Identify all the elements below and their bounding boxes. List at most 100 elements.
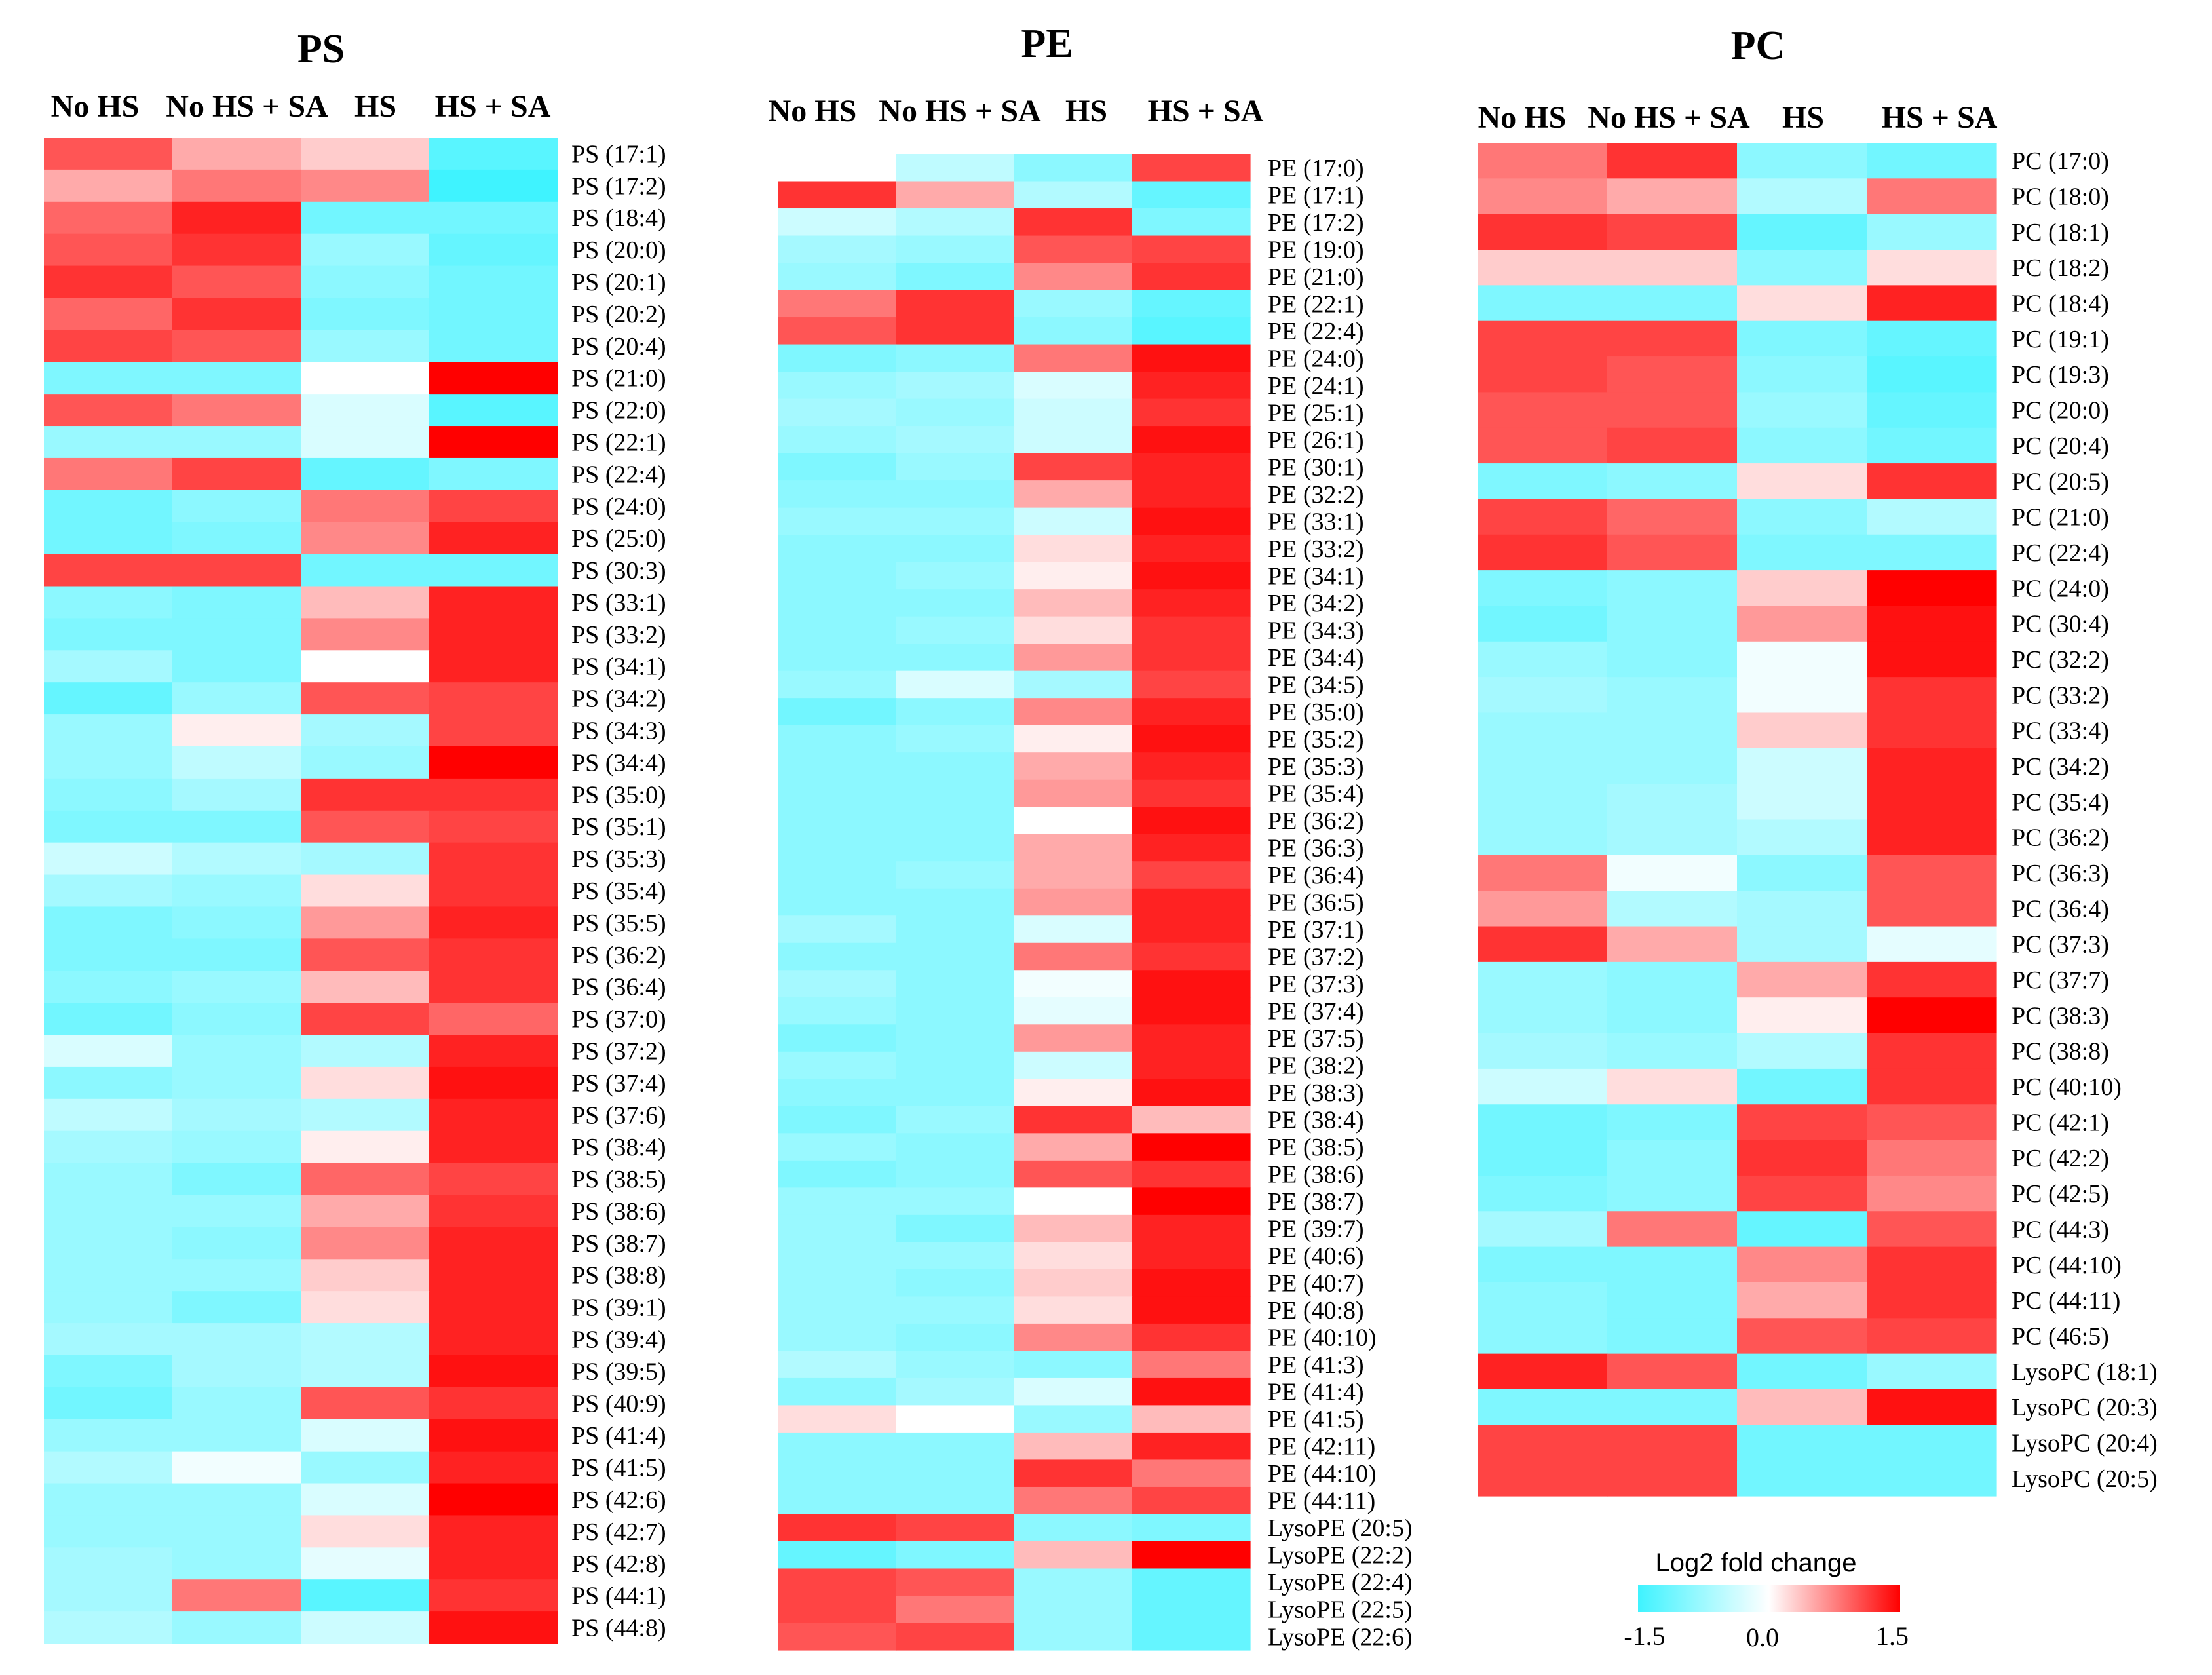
pe-heatmap-cell (778, 970, 897, 998)
pc-heatmap-cell (1607, 320, 1738, 357)
pe-heatmap-cell (1132, 1351, 1251, 1379)
pe-heatmap-cell (896, 779, 1015, 807)
pe-heatmap-cell (1014, 1405, 1133, 1433)
ps-heatmap-cell (44, 1579, 173, 1612)
pc-heatmap-cell (1478, 677, 1608, 714)
pc-row-label: PC (40:10) (2012, 1073, 2122, 1101)
pe-heatmap-cell (1014, 480, 1133, 509)
pc-heatmap-cell (1478, 926, 1608, 963)
pe-heatmap-cell (1132, 535, 1251, 563)
ps-heatmap-cell (429, 1611, 558, 1644)
pe-row-label: PE (30:1) (1268, 453, 1364, 481)
pc-heatmap-cell (1737, 641, 1867, 678)
pc-heatmap-cell (1478, 143, 1608, 179)
pc-row-label: PC (36:2) (2012, 824, 2109, 852)
ps-heatmap-cell (429, 650, 558, 683)
pe-heatmap-cell (1132, 426, 1251, 454)
ps-heatmap-cell (301, 362, 430, 395)
pe-heatmap-cell (1014, 807, 1133, 835)
pc-heatmap-cell (1607, 784, 1738, 820)
ps-heatmap-cell (172, 1066, 301, 1100)
pe-heatmap-cell (1132, 1623, 1251, 1651)
ps-heatmap-cell (172, 1130, 301, 1164)
pe-heatmap-cell (1014, 181, 1133, 209)
pe-heatmap-cell (1014, 1377, 1133, 1406)
ps-heatmap-cell (44, 1195, 173, 1227)
ps-heatmap-cell (44, 1291, 173, 1324)
pc-heatmap-cell (1607, 1282, 1738, 1319)
pe-heatmap-cell (1132, 1024, 1251, 1052)
ps-heatmap-cell (301, 233, 430, 267)
pe-heatmap-cell (778, 1242, 897, 1270)
ps-heatmap-cell (301, 618, 430, 651)
ps-heatmap-cell (429, 1419, 558, 1452)
ps-heatmap-cell (301, 1098, 430, 1132)
pc-heatmap-cell (1478, 961, 1608, 998)
ps-row-label: PS (22:0) (571, 397, 666, 425)
pc-heatmap-cell (1737, 1353, 1867, 1390)
pe-heatmap-cell (778, 290, 897, 318)
pc-heatmap-cell (1867, 1104, 1997, 1141)
ps-row-label: PS (20:2) (571, 301, 666, 328)
ps-heatmap-cell (172, 138, 301, 170)
ps-heatmap-cell (172, 201, 301, 235)
ps-heatmap-cell (301, 1291, 430, 1324)
pc-heatmap-cell (1737, 499, 1867, 535)
ps-heatmap-cell (44, 1451, 173, 1484)
pc-heatmap-cell (1478, 997, 1608, 1034)
pe-row-label: LysoPE (22:6) (1268, 1623, 1413, 1651)
ps-heatmap-cell (429, 971, 558, 1003)
pe-heatmap-cell (896, 1214, 1015, 1242)
ps-row-label: PS (36:4) (571, 974, 666, 1001)
pc-heatmap-cell (1737, 1425, 1867, 1461)
pc-row-label: PC (44:3) (2012, 1216, 2109, 1243)
ps-row-label: PS (39:1) (571, 1294, 666, 1322)
ps-heatmap-cell (172, 1547, 301, 1580)
pe-col-label-no-hs: No HS (769, 94, 857, 128)
pe-heatmap-cell (778, 1541, 897, 1569)
ps-row-label: PS (38:8) (571, 1262, 666, 1290)
pe-heatmap-cell (896, 317, 1015, 345)
pc-heatmap-cell (1478, 1140, 1608, 1176)
ps-heatmap-cell (172, 490, 301, 523)
ps-heatmap-cell (429, 1098, 558, 1132)
pe-heatmap-cell (778, 698, 897, 726)
pc-heatmap-cell (1867, 1282, 1997, 1319)
pe-heatmap-cell (778, 1214, 897, 1242)
pe-heatmap-cell (778, 1024, 897, 1052)
pe-heatmap-cell (1014, 589, 1133, 617)
pe-heatmap-cell (1132, 562, 1251, 590)
pe-heatmap-cell (896, 942, 1015, 971)
ps-heatmap-cell (172, 522, 301, 555)
pc-row-label: PC (35:4) (2012, 788, 2109, 816)
pe-heatmap-cell (1132, 1568, 1251, 1596)
pe-row-label: PE (40:10) (1268, 1324, 1377, 1352)
ps-heatmap-cell (172, 1195, 301, 1227)
pe-heatmap-cell (1014, 779, 1133, 807)
ps-heatmap-cell (429, 746, 558, 779)
pe-heatmap-cell (778, 181, 897, 209)
pe-row-label: PE (37:5) (1268, 1025, 1364, 1052)
pe-col-label-no-hs-sa: No HS + SA (879, 94, 1041, 128)
pe-row-label: PE (35:3) (1268, 753, 1364, 780)
pc-col-label-no-hs: No HS (1478, 100, 1567, 135)
pc-heatmap-cell (1607, 178, 1738, 215)
ps-heatmap-cell (429, 394, 558, 427)
pc-heatmap-cell (1867, 961, 1997, 998)
pe-heatmap-cell (896, 1242, 1015, 1270)
pc-heatmap-cell (1478, 784, 1608, 820)
pe-heatmap-cell (1014, 942, 1133, 971)
ps-row-label: PS (39:5) (571, 1358, 666, 1385)
pc-heatmap-cell (1867, 891, 1997, 927)
pc-heatmap-cell (1867, 1318, 1997, 1355)
pc-heatmap-cell (1478, 214, 1608, 250)
pc-heatmap-cell (1478, 1389, 1608, 1425)
pe-row-label: PE (34:4) (1268, 644, 1364, 672)
pc-heatmap-cell (1737, 961, 1867, 998)
pe-row-label: PE (34:2) (1268, 590, 1364, 617)
pe-heatmap-cell (896, 263, 1015, 291)
pc-heatmap-cell (1867, 1389, 1997, 1425)
pe-heatmap-cell (1132, 1595, 1251, 1624)
pc-row-label: PC (17:0) (2012, 147, 2109, 175)
ps-heatmap-cell (172, 682, 301, 715)
